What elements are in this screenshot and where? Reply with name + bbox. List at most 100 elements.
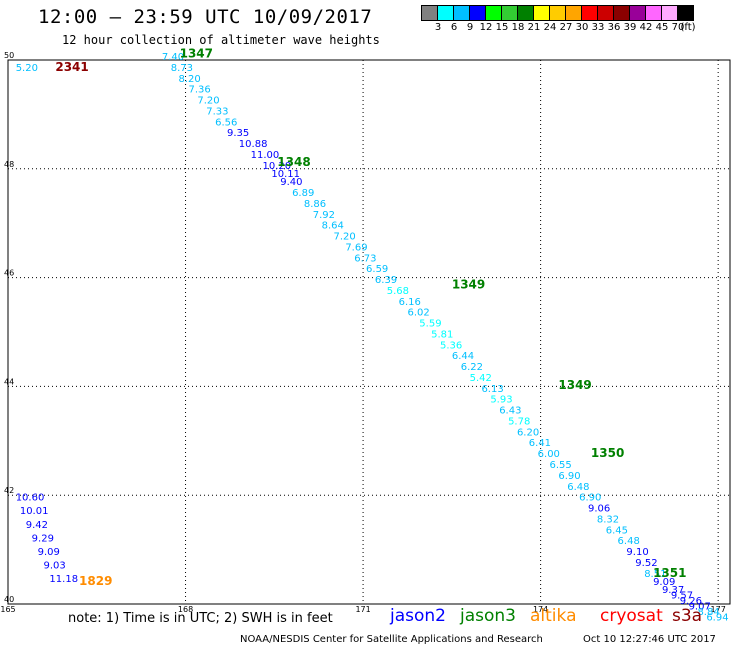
wave-height-point: 8.32 bbox=[597, 514, 619, 525]
color-scale-label: 3 bbox=[434, 22, 442, 33]
wave-height-point: 9.09 bbox=[653, 577, 675, 588]
wave-height-point: 9.07 bbox=[689, 601, 711, 612]
units-note: note: 1) Time is in UTC; 2) SWH is in fe… bbox=[68, 611, 333, 626]
color-scale-label: 42 bbox=[639, 22, 653, 33]
wave-height-point: 5.42 bbox=[470, 373, 492, 384]
pass-number-label: 1351 bbox=[653, 566, 686, 580]
wave-height-point: 5.93 bbox=[490, 395, 512, 406]
color-scale-label: 12 bbox=[479, 22, 493, 33]
wave-height-point: 9.03 bbox=[44, 561, 66, 572]
y-tick-label: 50 bbox=[4, 51, 14, 60]
wave-height-point: 7.92 bbox=[313, 210, 335, 221]
pass-number-label: 1829 bbox=[79, 574, 112, 588]
wave-height-point: 7.33 bbox=[206, 106, 228, 117]
page-title: 12:00 — 23:59 UTC 10/09/2017 bbox=[38, 6, 373, 28]
wave-height-point: 8.20 bbox=[178, 74, 200, 85]
page-subtitle: 12 hour collection of altimeter wave hei… bbox=[62, 33, 380, 47]
wave-height-point: 11.00 bbox=[251, 150, 280, 161]
color-scale-label: 36 bbox=[607, 22, 621, 33]
wave-height-point: 6.44 bbox=[452, 351, 474, 362]
wave-height-point: 5.59 bbox=[419, 319, 441, 330]
plot-frame bbox=[7, 59, 731, 605]
wave-height-point: 9.35 bbox=[227, 128, 249, 139]
wave-height-point: 8.84 bbox=[697, 607, 719, 618]
pass-number-label: 1348 bbox=[277, 155, 310, 169]
y-tick-label: 48 bbox=[4, 160, 14, 169]
wave-height-point: 7.69 bbox=[345, 242, 367, 253]
color-scale-label: 21 bbox=[527, 22, 541, 33]
wave-height-point: 6.39 bbox=[375, 275, 397, 286]
color-scale-label: 24 bbox=[543, 22, 557, 33]
wave-height-point: 9.40 bbox=[280, 177, 302, 188]
y-tick-label: 42 bbox=[4, 486, 14, 495]
color-scale-label: 30 bbox=[575, 22, 589, 33]
wave-height-point: 9.52 bbox=[635, 558, 657, 569]
wave-height-point: 5.68 bbox=[387, 286, 409, 297]
wave-height-point: 10.11 bbox=[271, 169, 300, 180]
pass-number-label: 1350 bbox=[591, 446, 624, 460]
wave-height-point: 8.64 bbox=[322, 221, 344, 232]
wave-height-point: 6.48 bbox=[618, 536, 640, 547]
legend-item-cryosat: cryosat bbox=[600, 606, 663, 626]
color-scale-label: 15 bbox=[495, 22, 509, 33]
legend-item-s3a: s3a bbox=[672, 606, 703, 626]
wave-height-point: 6.00 bbox=[538, 449, 560, 460]
wave-height-point: 6.90 bbox=[558, 471, 580, 482]
wave-height-point: 10.88 bbox=[239, 139, 268, 150]
wave-height-point: 6.48 bbox=[567, 482, 589, 493]
x-tick-label: 165 bbox=[0, 605, 15, 614]
wave-height-point: 9.57 bbox=[671, 591, 693, 602]
wave-height-point: 6.22 bbox=[461, 362, 483, 373]
color-scale-label: 45 bbox=[655, 22, 669, 33]
wave-height-point: 7.20 bbox=[333, 232, 355, 243]
wave-height-point: 6.59 bbox=[366, 264, 388, 275]
wave-height-point: 10.01 bbox=[20, 506, 49, 517]
wave-height-point: 9.42 bbox=[26, 520, 48, 531]
wave-height-point: 10.20 bbox=[262, 161, 291, 172]
wave-height-point: 6.56 bbox=[215, 117, 237, 128]
color-scale-label: 70 bbox=[671, 22, 685, 33]
footer-credit: NOAA/NESDIS Center for Satellite Applica… bbox=[240, 634, 543, 645]
wave-height-point: 9.37 bbox=[662, 585, 684, 596]
x-tick-label: 177 bbox=[711, 605, 726, 614]
wave-height-point: 7.40 bbox=[162, 52, 184, 63]
x-tick-label: 171 bbox=[355, 605, 370, 614]
wave-height-point: 6.55 bbox=[550, 460, 572, 471]
pass-number-label: 1349 bbox=[452, 277, 485, 291]
wave-height-point: 5.81 bbox=[431, 329, 453, 340]
wave-height-point: 8.51 bbox=[644, 569, 666, 580]
color-scale-label: 39 bbox=[623, 22, 637, 33]
pass-number-label: 1349 bbox=[558, 378, 591, 392]
wave-height-point: 9.09 bbox=[38, 547, 60, 558]
legend-item-jason2: jason2 bbox=[390, 606, 446, 626]
wave-height-point: 5.36 bbox=[440, 340, 462, 351]
wave-height-color-scale bbox=[421, 5, 694, 21]
wave-height-point: 9.29 bbox=[32, 533, 54, 544]
wave-height-point: 7.20 bbox=[197, 96, 219, 107]
pass-number-label: 1347 bbox=[180, 46, 213, 60]
wave-height-point: 6.13 bbox=[481, 384, 503, 395]
color-scale-swatch bbox=[677, 5, 694, 21]
wave-height-point: 6.43 bbox=[499, 406, 521, 417]
y-tick-label: 46 bbox=[4, 269, 14, 278]
wave-height-point: 6.89 bbox=[292, 188, 314, 199]
wave-height-point: 6.16 bbox=[399, 297, 421, 308]
x-tick-label: 174 bbox=[533, 605, 548, 614]
y-tick-label: 40 bbox=[4, 595, 14, 604]
color-scale-label: (ft) bbox=[680, 22, 696, 33]
wave-height-point: 5.78 bbox=[508, 416, 530, 427]
color-scale-label: 27 bbox=[559, 22, 573, 33]
wave-height-point: 9.26 bbox=[680, 596, 702, 607]
wave-height-point: 11.18 bbox=[49, 574, 78, 585]
wave-height-point: 9.06 bbox=[588, 504, 610, 515]
color-scale-label: 9 bbox=[466, 22, 474, 33]
wave-height-point: 8.73 bbox=[171, 63, 193, 74]
legend-item-altika: altika bbox=[530, 606, 577, 626]
wave-height-point: 6.41 bbox=[529, 438, 551, 449]
wave-height-point: 5.20 bbox=[16, 63, 38, 74]
footer-timestamp: Oct 10 12:27:46 UTC 2017 bbox=[583, 634, 716, 645]
legend-item-jason3: jason3 bbox=[460, 606, 516, 626]
wave-height-point: 6.90 bbox=[579, 493, 601, 504]
wave-height-point: 6.20 bbox=[517, 427, 539, 438]
wave-height-point: 7.36 bbox=[189, 85, 211, 96]
